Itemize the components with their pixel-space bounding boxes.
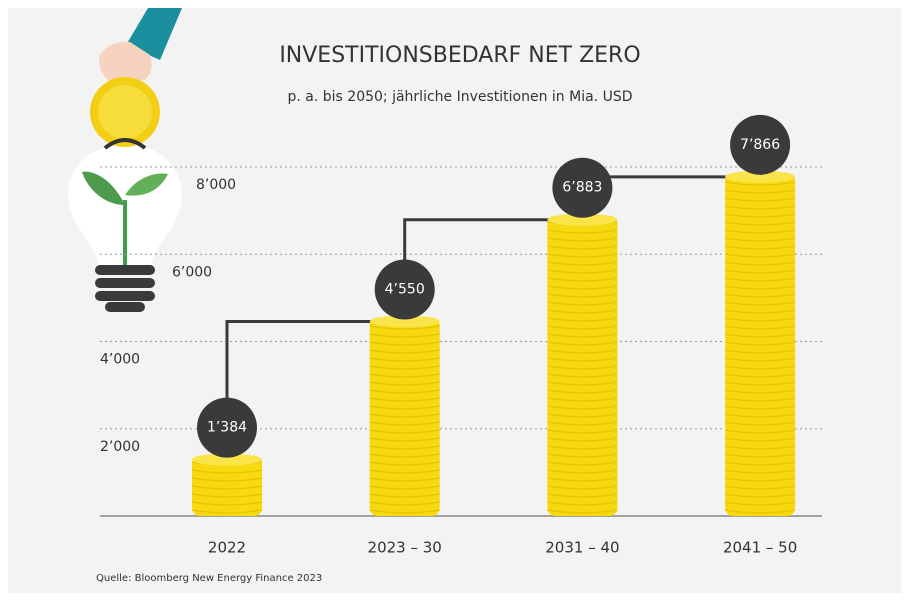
chart-title: INVESTITIONSBEDARF NET ZERO <box>279 43 640 68</box>
coin-stack <box>725 171 795 516</box>
value-label: 1’384 <box>207 420 247 436</box>
chart: INVESTITIONSBEDARF NET ZERO p. a. bis 20… <box>0 0 909 601</box>
y-tick-label: 8’000 <box>196 177 236 193</box>
x-tick-label: 2023 – 30 <box>368 539 442 557</box>
value-label: 6’883 <box>562 180 602 196</box>
chart-subtitle: p. a. bis 2050; jährliche Investitionen … <box>288 89 633 105</box>
y-tick-label: 4’000 <box>100 352 140 368</box>
value-label: 4’550 <box>385 282 425 298</box>
x-tick-label: 2022 <box>208 539 246 557</box>
coin-stack <box>192 454 262 516</box>
x-tick-label: 2031 – 40 <box>545 539 619 557</box>
x-tick-label: 2041 – 50 <box>723 539 797 557</box>
y-tick-label: 6’000 <box>172 264 212 280</box>
coin-stack <box>370 316 440 516</box>
coin-stack <box>547 214 617 516</box>
y-tick-label: 2’000 <box>100 439 140 455</box>
source-note: Quelle: Bloomberg New Energy Finance 202… <box>96 573 322 584</box>
value-label: 7’866 <box>740 137 780 153</box>
